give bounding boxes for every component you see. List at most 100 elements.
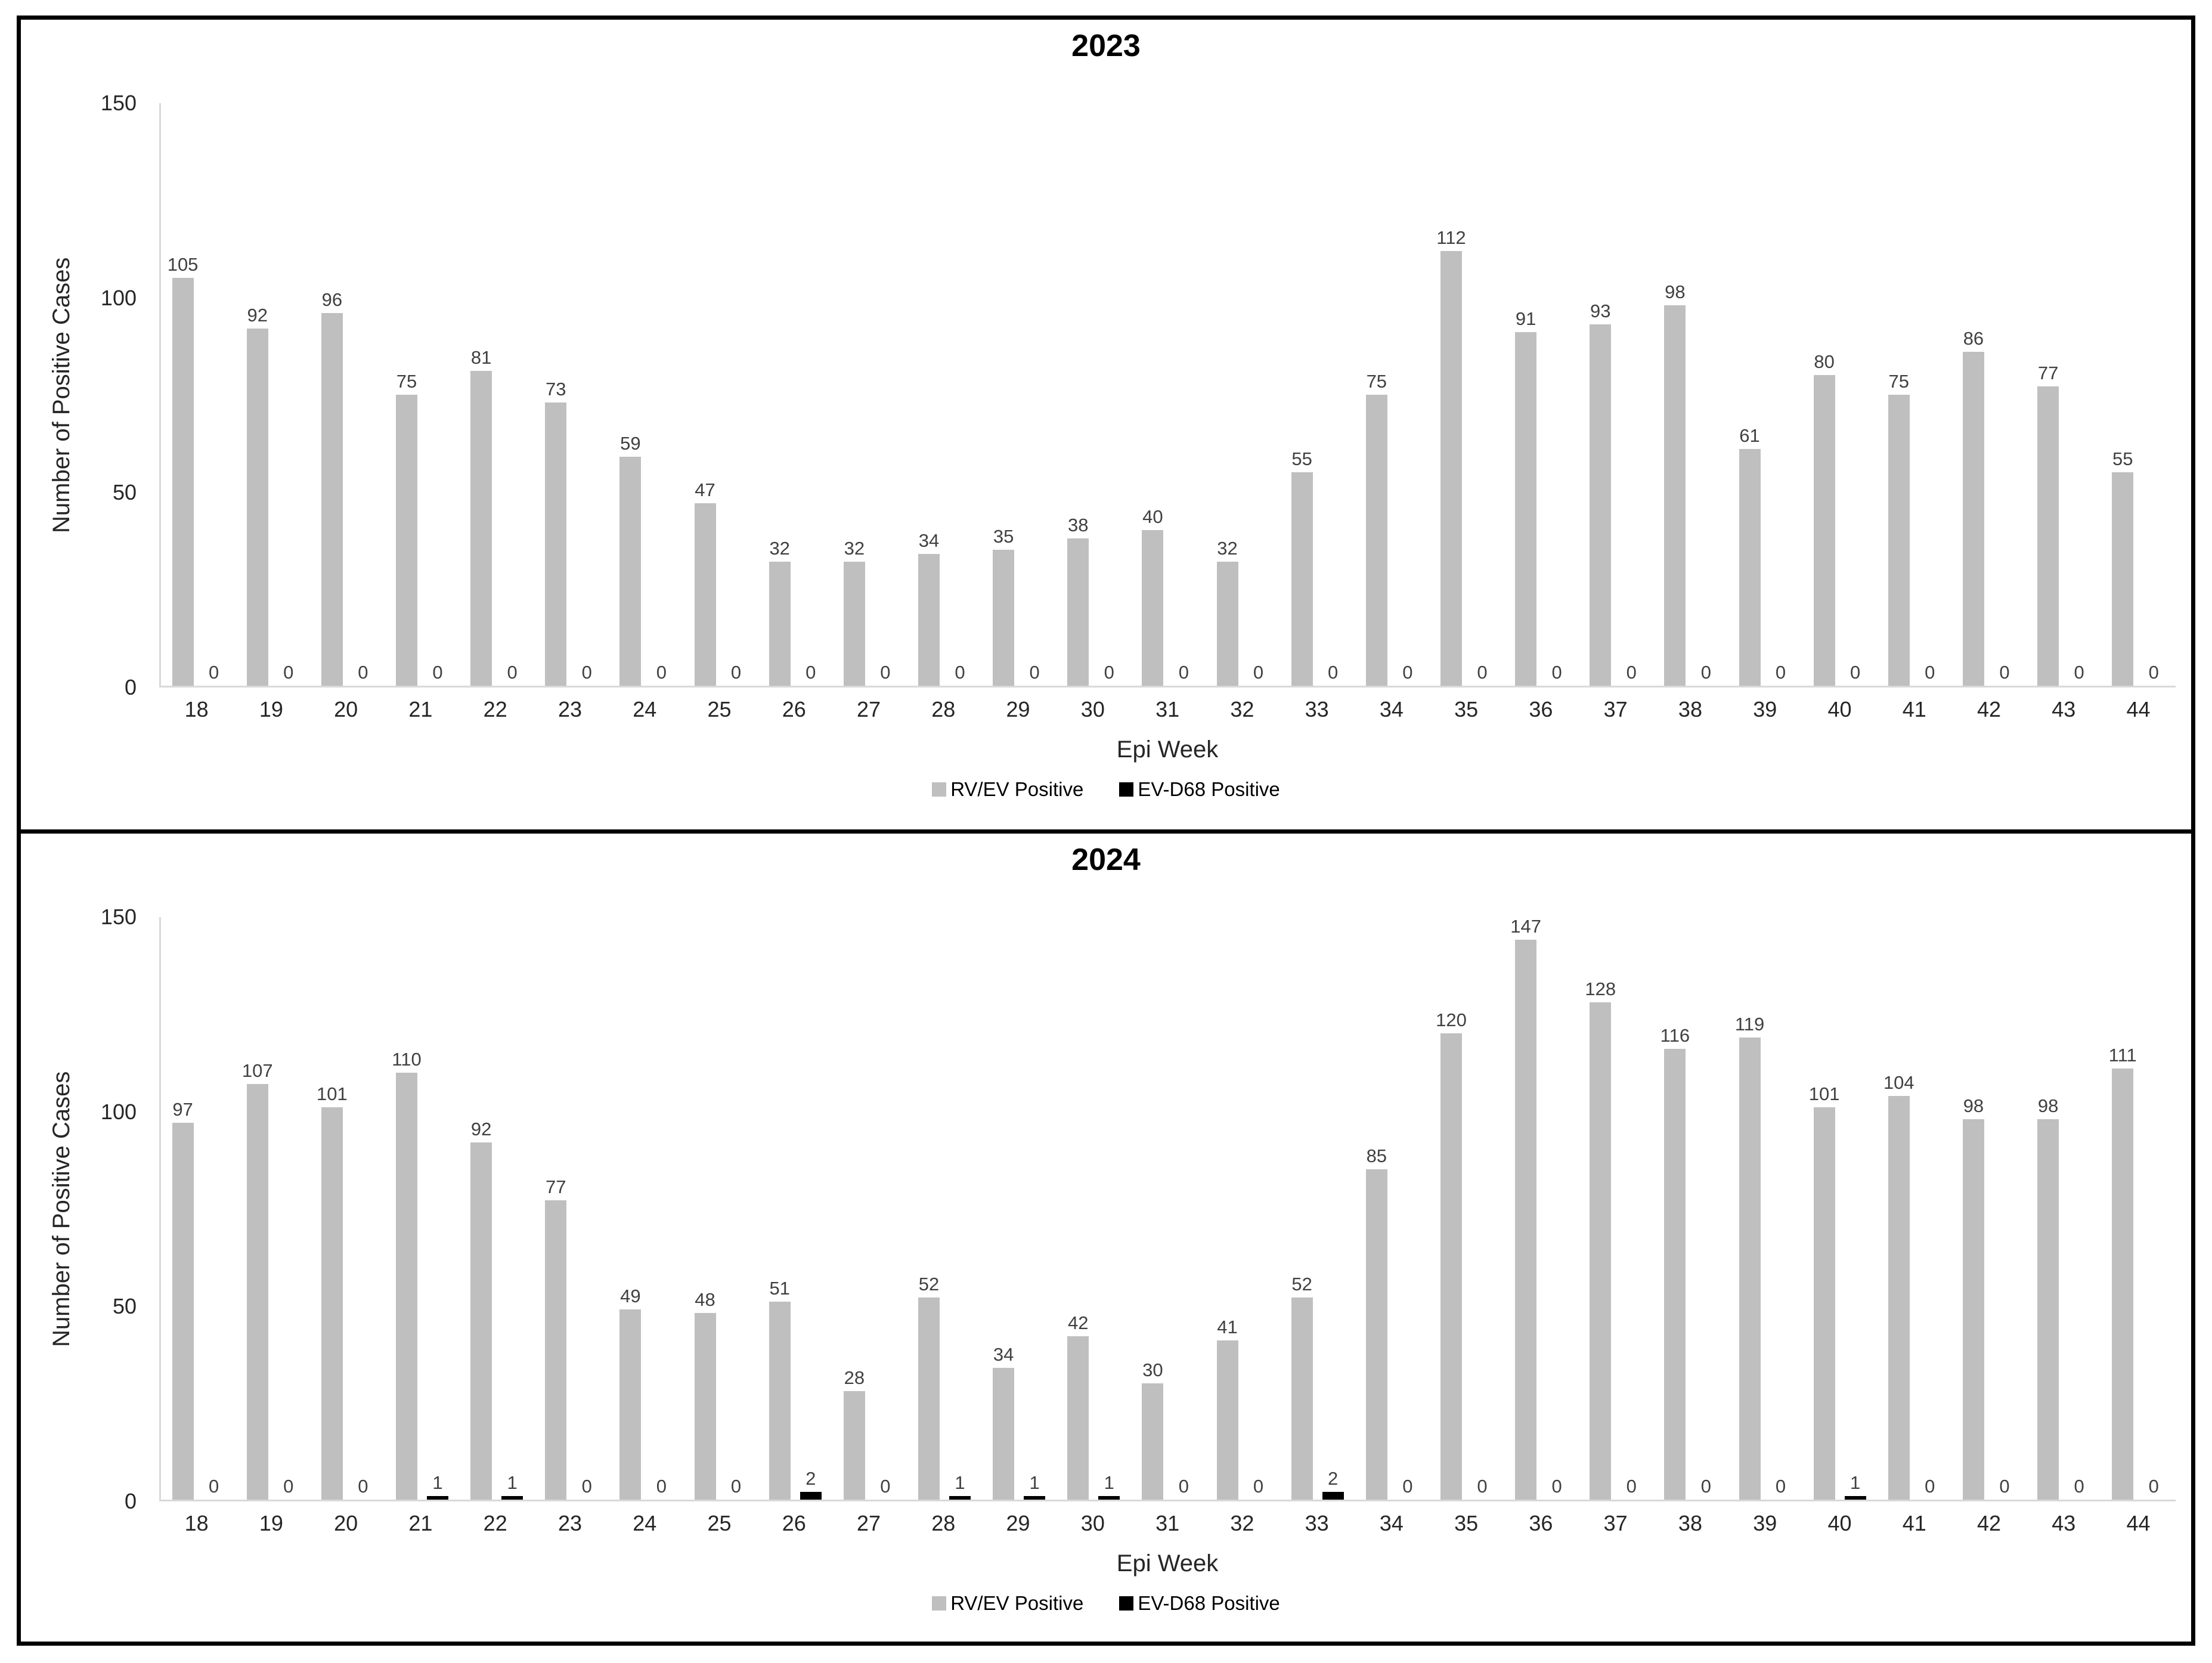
rv-ev-bar [246,1084,268,1500]
rv-ev-bar [1067,538,1089,686]
bar-group-week-26: 51 2 [758,917,832,1500]
bar-group-week-37: 128 0 [1579,917,1653,1500]
chart-title-2023: 2023 [1071,29,1141,63]
rv-ev-bar-col: 98 [2037,917,2059,1500]
rv-ev-value-label: 81 [470,347,492,368]
ev-d68-bar-col: 0 [1397,103,1418,686]
ev-d68-value-label: 0 [1253,662,1264,683]
x-tick-label-week-18: 18 [184,1511,209,1535]
rv-ev-value-label: 75 [1888,370,1910,392]
x-tick-label-week-40: 40 [1827,697,1852,721]
x-tick-label-week-26: 26 [782,1511,806,1535]
bar-group-week-24: 49 0 [609,917,683,1500]
ev-d68-value-label: 0 [880,1476,891,1497]
x-tick-label-week-31: 31 [1155,1511,1180,1535]
bar-group-week-36: 91 0 [1504,103,1579,686]
rv-ev-bar-col: 96 [321,103,343,686]
ev-d68-bar-col: 0 [800,103,822,686]
rv-ev-bar [395,1072,417,1500]
ev-d68-bar-col: 0 [1024,103,1045,686]
ev-d68-value-label: 0 [656,662,667,683]
ev-d68-value-label: 0 [1775,1476,1786,1497]
rv-ev-bar [694,1313,716,1500]
rv-ev-bar-col: 110 [392,917,422,1500]
rv-ev-bar [619,1309,642,1500]
rv-ev-bar [1590,1002,1612,1500]
bar-group-week-37: 93 0 [1579,103,1653,686]
x-tick-label-week-33: 33 [1305,1511,1329,1535]
bar-group-week-25: 48 0 [683,917,758,1500]
ev-d68-value-label: 0 [1402,662,1413,683]
legend-item-rv-ev: RV/EV Positive [932,1592,1083,1615]
rv-ev-bar [619,456,642,686]
rv-ev-bar [769,1301,791,1500]
ev-d68-bar-col: 0 [1845,103,1866,686]
rv-ev-value-label: 80 [1814,351,1835,372]
ev-d68-bar-col: 0 [1098,103,1120,686]
rv-ev-bar [1142,1383,1164,1500]
x-tick-label-week-41: 41 [1902,697,1926,721]
ev-d68-bar-col: 0 [1770,103,1792,686]
ev-d68-bar-col: 1 [501,917,523,1500]
ev-d68-value-label: 0 [806,662,816,683]
ev-d68-value-label: 0 [1925,1476,1935,1497]
rv-ev-value-label: 73 [546,378,566,400]
bar-group-week-35: 120 0 [1429,917,1504,1500]
bar-group-week-42: 98 0 [1951,917,2026,1500]
rv-ev-bar [1664,305,1686,686]
bar-group-week-42: 86 0 [1951,103,2026,686]
rv-ev-value-label: 55 [1291,448,1312,469]
ev-d68-swatch-icon [1119,1596,1134,1611]
ev-d68-bar-col: 0 [1919,103,1941,686]
x-tick-label-week-29: 29 [1006,1511,1030,1535]
bar-group-week-22: 81 0 [460,103,534,686]
ev-d68-value-label: 0 [1700,1476,1711,1497]
ev-d68-value-label: 0 [208,662,219,683]
ev-d68-value-label: 0 [1551,662,1562,683]
ev-d68-bar-col: 0 [1919,917,1941,1500]
ev-d68-bar-col: 0 [1248,917,1269,1500]
ev-d68-bar-col: 0 [875,103,896,686]
y-axis-title: Number of Positive Cases [48,257,75,534]
x-tick-label-week-37: 37 [1603,697,1628,721]
ev-d68-value-label: 0 [880,662,891,683]
rv-ev-bar [1962,1119,1984,1500]
chart-panel-2023: 2023 Number of Positive Cases 150 100 50 0 … [17,16,2195,834]
bar-group-week-33: 55 0 [1280,103,1355,686]
legend-item-rv-ev: RV/EV Positive [932,778,1083,801]
ev-d68-bar-col: 0 [1248,103,1269,686]
rv-ev-bar [993,1367,1015,1500]
ev-d68-bar-col: 0 [352,103,374,686]
rv-ev-bar [545,1200,567,1500]
rv-ev-bar-col: 120 [1436,917,1467,1500]
ev-d68-bar [1322,1491,1344,1500]
bar-group-week-19: 107 0 [236,917,310,1500]
rv-ev-bar [172,1123,194,1500]
y-tick-label: 0 [124,675,137,699]
ev-d68-value-label: 1 [432,1472,443,1493]
ev-d68-bar-col: 0 [875,917,896,1500]
y-axis-tick-labels: 150 100 50 0 [82,905,137,1513]
bar-group-week-26: 32 0 [758,103,832,686]
rv-ev-value-label: 97 [172,1099,193,1120]
ev-d68-bar [1024,1495,1046,1500]
bar-group-week-34: 75 0 [1355,103,1429,686]
rv-ev-value-label: 40 [1142,506,1163,528]
y-tick-label: 100 [100,285,137,310]
ev-d68-bar-col: 0 [576,917,597,1500]
rv-ev-bar-col: 51 [769,917,791,1500]
bar-group-week-40: 101 1 [1802,917,1877,1500]
x-tick-label-week-38: 38 [1678,697,1702,721]
rv-ev-bar-col: 85 [1365,917,1387,1500]
ev-d68-value-label: 2 [1328,1467,1339,1489]
ev-d68-value-label: 0 [730,1476,742,1497]
rv-ev-value-label: 98 [2037,1095,2059,1116]
ev-d68-value-label: 0 [1700,662,1711,683]
ev-d68-value-label: 0 [1253,1476,1264,1497]
x-tick-label-week-23: 23 [557,1511,582,1535]
bar-group-week-19: 92 0 [236,103,310,686]
ev-d68-bar [501,1495,523,1500]
ev-d68-value-label: 0 [1477,662,1488,683]
ev-d68-bar-col: 0 [278,103,299,686]
x-tick-label-week-37: 37 [1603,1511,1628,1535]
